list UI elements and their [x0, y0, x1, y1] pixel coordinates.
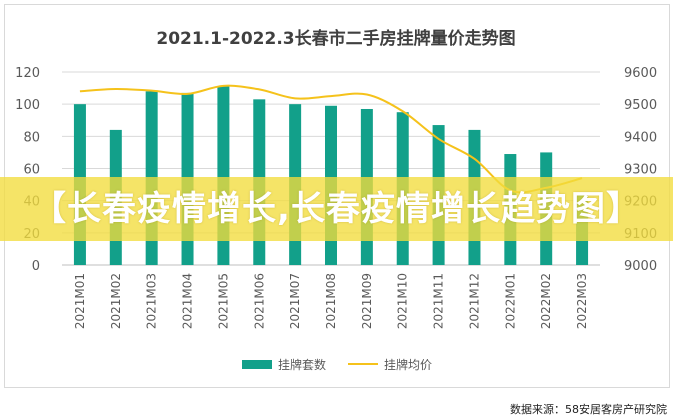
y-left-tick-label: 0: [32, 259, 40, 274]
legend-bar-label: 挂牌套数: [278, 357, 326, 372]
x-tick-label: 2021M01: [73, 273, 87, 329]
y-left-tick-label: 100: [15, 98, 40, 113]
y-left-tick-label: 60: [23, 163, 40, 178]
x-tick-label: 2021M09: [360, 273, 374, 329]
legend: 挂牌套数 挂牌均价: [242, 357, 432, 372]
legend-line-label: 挂牌均价: [384, 358, 432, 372]
legend-bar-swatch: [242, 360, 272, 369]
x-tick-label: 2021M12: [467, 273, 481, 329]
y-right-tick-label: 9000: [624, 259, 657, 274]
chart-title: 2021.1-2022.3长春市二手房挂牌量价走势图: [156, 28, 515, 49]
x-tick-label: 2022M02: [539, 273, 553, 329]
banner-text: 【长春疫情增长,长春疫情增长趋势图】: [32, 189, 641, 229]
y-right-tick-label: 9500: [624, 98, 657, 113]
x-tick-label: 2021M11: [432, 273, 446, 329]
x-tick-label: 2022M03: [575, 273, 589, 329]
y-right-tick-label: 9300: [624, 163, 657, 178]
y-left-tick-label: 80: [23, 130, 40, 145]
overlay-banner: 【长春疫情增长,长春疫情增长趋势图】: [0, 177, 673, 241]
x-tick-label: 2021M06: [252, 273, 266, 329]
x-tick-label: 2022M01: [503, 273, 517, 329]
x-tick-label: 2021M03: [145, 273, 159, 329]
y-right-tick-label: 9400: [624, 130, 657, 145]
x-tick-label: 2021M04: [181, 273, 195, 329]
x-tick-label: 2021M10: [396, 273, 410, 329]
source-note: 数据来源：58安居客房产研究院: [510, 403, 667, 416]
y-left-tick-label: 120: [15, 66, 40, 81]
x-tick-label: 2021M02: [109, 273, 123, 329]
x-tick-label: 2021M08: [324, 273, 338, 329]
x-tick-label: 2021M05: [216, 273, 230, 329]
y-right-tick-label: 9600: [624, 66, 657, 81]
x-tick-label: 2021M07: [288, 273, 302, 329]
